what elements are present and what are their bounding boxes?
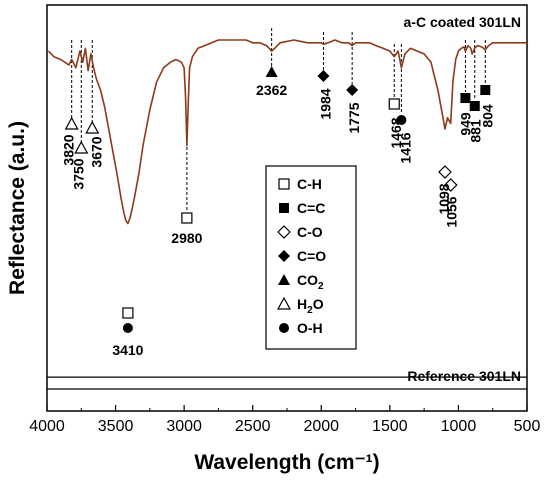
x-tick-label: 1500 bbox=[372, 418, 408, 435]
x-tick-label: 500 bbox=[514, 418, 541, 435]
peak-label-1984: 1984 bbox=[317, 88, 333, 119]
filled-diamond-marker bbox=[317, 70, 330, 82]
legend-label: C=O bbox=[297, 248, 326, 264]
x-tick-label: 3500 bbox=[98, 418, 134, 435]
legend-label-text: C-H bbox=[297, 176, 322, 192]
peak-label-3750: 3750 bbox=[70, 158, 86, 189]
legend-label: C=C bbox=[297, 200, 325, 216]
legend-label-subscript: 2 bbox=[307, 305, 313, 316]
peak-label-2362: 2362 bbox=[256, 82, 287, 98]
legend-label-text: O-H bbox=[297, 320, 323, 336]
legend-symbol-filled-circle bbox=[279, 323, 289, 333]
legend-symbol-filled-square bbox=[279, 203, 289, 213]
peak-label-3410: 3410 bbox=[112, 342, 143, 358]
legend-symbol-open-diamond bbox=[277, 225, 291, 239]
legend-label: C-O bbox=[297, 224, 323, 240]
peak-label-3820: 3820 bbox=[61, 134, 77, 165]
filled-triangle-marker bbox=[265, 66, 278, 77]
legend-symbol-open-square bbox=[278, 178, 290, 190]
peak-label-1468: 1468 bbox=[388, 117, 404, 148]
x-tick-label: 3000 bbox=[166, 418, 202, 435]
legend-label: CO2 bbox=[297, 272, 324, 292]
legend-label-text: C-O bbox=[297, 224, 323, 240]
open-triangle-marker bbox=[74, 140, 89, 154]
peak-label-1056: 1056 bbox=[444, 196, 460, 227]
peak-label-1416: 1416 bbox=[397, 132, 413, 163]
series-line-coated bbox=[47, 39, 527, 225]
x-tick-label: 4000 bbox=[29, 418, 65, 435]
legend-symbol-open-triangle bbox=[276, 296, 292, 310]
filled-square-marker bbox=[480, 85, 491, 95]
peak-label-1775: 1775 bbox=[346, 102, 362, 133]
legend-label-text: CO bbox=[297, 272, 318, 288]
legend-label-subscript: 2 bbox=[318, 281, 324, 292]
series-label-coated: a-C coated 301LN bbox=[404, 14, 521, 30]
peak-label-2980: 2980 bbox=[171, 230, 202, 246]
open-diamond-marker bbox=[443, 178, 458, 192]
legend-label: H2O bbox=[297, 296, 324, 316]
open-square+filled-circle-marker bbox=[122, 307, 134, 319]
legend-symbol-filled-diamond bbox=[278, 250, 290, 262]
filled-diamond-marker bbox=[346, 84, 359, 96]
legend-label: O-H bbox=[297, 320, 323, 336]
open-triangle-marker bbox=[64, 116, 79, 130]
open-triangle-marker bbox=[85, 120, 100, 134]
filled-square-marker bbox=[460, 93, 471, 103]
open-square+filled-circle-marker bbox=[122, 323, 133, 333]
y-axis-title: Reflectance (a.u.) bbox=[6, 121, 29, 295]
x-tick-label: 1000 bbox=[441, 418, 477, 435]
x-tick-label: 2000 bbox=[303, 418, 339, 435]
peak-label-881: 881 bbox=[468, 119, 484, 143]
legend-label: C-H bbox=[297, 176, 322, 192]
open-diamond-marker bbox=[438, 165, 452, 179]
legend-label-text: H bbox=[297, 296, 307, 312]
peak-label-1098: 1098 bbox=[436, 183, 452, 214]
peak-label-804: 804 bbox=[479, 104, 495, 128]
open-square-marker bbox=[388, 98, 400, 110]
legend-symbol-filled-triangle bbox=[278, 274, 290, 285]
legend-label-text: C=C bbox=[297, 200, 325, 216]
legend-label-text: C=O bbox=[297, 248, 326, 264]
x-axis-title: Wavelength (cm⁻¹) bbox=[194, 451, 379, 474]
peak-label-949: 949 bbox=[457, 112, 473, 136]
x-tick-label: 2500 bbox=[235, 418, 271, 435]
filled-square-marker bbox=[469, 101, 480, 111]
filled-circle-marker bbox=[396, 115, 407, 125]
legend-label-suffix: O bbox=[313, 296, 324, 312]
peak-label-3670: 3670 bbox=[88, 136, 104, 167]
series-label-reference: Reference 301LN bbox=[407, 368, 521, 384]
open-square-marker bbox=[181, 212, 193, 224]
